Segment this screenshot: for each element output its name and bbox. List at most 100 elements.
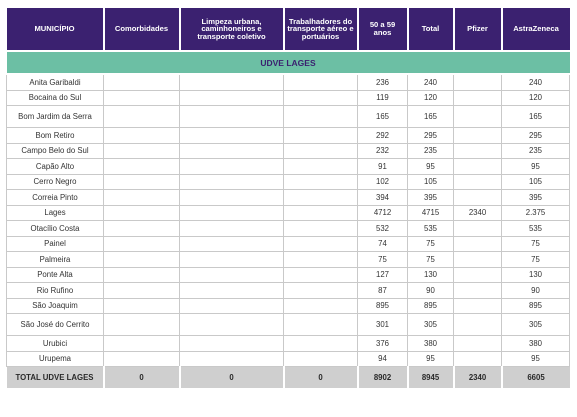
cell-total: 120 (407, 89, 454, 106)
cell-astrazeneca: 380 (501, 335, 570, 352)
total-cell-label: TOTAL UDVE LAGES (6, 366, 105, 388)
table-row: Anita Garibaldi 236 240 240 (6, 73, 570, 91)
total-row: TOTAL UDVE LAGES 0 0 0 8902 8945 2340 6605 (6, 366, 570, 388)
cell-comorbidades (103, 282, 180, 299)
cell-anos: 74 (357, 235, 408, 252)
cell-limpeza (179, 127, 284, 144)
cell-trabalhadores (283, 89, 358, 106)
cell-total: 535 (407, 220, 454, 237)
table-row: Bom Jardim da Serra 165 165 165 (6, 105, 570, 128)
cell-anos: 376 (357, 335, 408, 352)
cell-pfizer (453, 235, 502, 252)
cell-anos: 75 (357, 251, 408, 268)
cell-comorbidades (103, 189, 180, 206)
header-astrazeneca: AstraZeneca (501, 8, 570, 51)
cell-total: 105 (407, 173, 454, 190)
total-cell-anos: 8902 (357, 366, 409, 388)
cell-anos: 119 (357, 89, 408, 106)
cell-municipio: Painel (6, 235, 104, 252)
table-row: Correia Pinto 394 395 395 (6, 189, 570, 206)
cell-limpeza (179, 220, 284, 237)
cell-limpeza (179, 173, 284, 190)
cell-trabalhadores (283, 204, 358, 221)
cell-comorbidades (103, 127, 180, 144)
cell-pfizer (453, 105, 502, 128)
cell-pfizer (453, 73, 502, 91)
cell-comorbidades (103, 89, 180, 106)
cell-comorbidades (103, 220, 180, 237)
cell-astrazeneca: 75 (501, 235, 570, 252)
cell-municipio: Urupema (6, 350, 104, 367)
cell-trabalhadores (283, 266, 358, 283)
cell-astrazeneca: 295 (501, 127, 570, 144)
cell-pfizer (453, 127, 502, 144)
cell-anos: 232 (357, 142, 408, 159)
cell-pfizer (453, 89, 502, 106)
section-row: UDVE LAGES (6, 50, 570, 75)
cell-comorbidades (103, 350, 180, 367)
cell-anos: 394 (357, 189, 408, 206)
cell-limpeza (179, 89, 284, 106)
cell-pfizer (453, 266, 502, 283)
cell-pfizer (453, 251, 502, 268)
cell-astrazeneca: 165 (501, 105, 570, 128)
cell-municipio: Bom Jardim da Serra (6, 105, 104, 128)
table-row: Urubici 376 380 380 (6, 335, 570, 352)
header-comorbidades: Comorbidades (103, 8, 181, 51)
cell-total: 95 (407, 158, 454, 175)
cell-astrazeneca: 75 (501, 251, 570, 268)
cell-trabalhadores (283, 142, 358, 159)
cell-comorbidades (103, 73, 180, 91)
table-row: Ponte Alta 127 130 130 (6, 266, 570, 283)
cell-astrazeneca: 130 (501, 266, 570, 283)
cell-pfizer (453, 220, 502, 237)
cell-limpeza (179, 297, 284, 314)
cell-astrazeneca: 305 (501, 313, 570, 336)
cell-municipio: Ponte Alta (6, 266, 104, 283)
cell-comorbidades (103, 297, 180, 314)
cell-municipio: São Joaquim (6, 297, 104, 314)
cell-limpeza (179, 266, 284, 283)
cell-trabalhadores (283, 235, 358, 252)
header-pfizer: Pfizer (453, 8, 503, 51)
cell-comorbidades (103, 313, 180, 336)
cell-municipio: Palmeira (6, 251, 104, 268)
total-cell-total: 8945 (407, 366, 455, 388)
cell-trabalhadores (283, 251, 358, 268)
cell-total: 305 (407, 313, 454, 336)
cell-anos: 236 (357, 73, 408, 91)
cell-astrazeneca: 235 (501, 142, 570, 159)
header-trabalhadores-transporte: Trabalhadores do transporte aéreo e port… (283, 8, 359, 51)
cell-anos: 102 (357, 173, 408, 190)
cell-anos: 301 (357, 313, 408, 336)
cell-comorbidades (103, 204, 180, 221)
cell-astrazeneca: 240 (501, 73, 570, 91)
cell-limpeza (179, 189, 284, 206)
cell-municipio: Campo Belo do Sul (6, 142, 104, 159)
header-municipio: MUNICÍPIO (6, 8, 105, 51)
cell-anos: 532 (357, 220, 408, 237)
cell-total: 165 (407, 105, 454, 128)
cell-limpeza (179, 251, 284, 268)
cell-astrazeneca: 95 (501, 350, 570, 367)
cell-total: 4715 (407, 204, 454, 221)
cell-astrazeneca: 2.375 (501, 204, 570, 221)
cell-municipio: São José do Cerrito (6, 313, 104, 336)
cell-limpeza (179, 313, 284, 336)
cell-total: 395 (407, 189, 454, 206)
cell-comorbidades (103, 235, 180, 252)
cell-municipio: Bocaina do Sul (6, 89, 104, 106)
cell-limpeza (179, 142, 284, 159)
cell-limpeza (179, 158, 284, 175)
total-cell-pfizer: 2340 (453, 366, 503, 388)
total-cell-limpeza: 0 (179, 366, 285, 388)
cell-total: 240 (407, 73, 454, 91)
header-row: MUNICÍPIO Comorbidades Limpeza urbana, c… (6, 8, 570, 51)
cell-anos: 87 (357, 282, 408, 299)
cell-trabalhadores (283, 350, 358, 367)
cell-municipio: Otacílio Costa (6, 220, 104, 237)
cell-trabalhadores (283, 297, 358, 314)
cell-total: 75 (407, 235, 454, 252)
cell-pfizer: 2340 (453, 204, 502, 221)
cell-comorbidades (103, 158, 180, 175)
